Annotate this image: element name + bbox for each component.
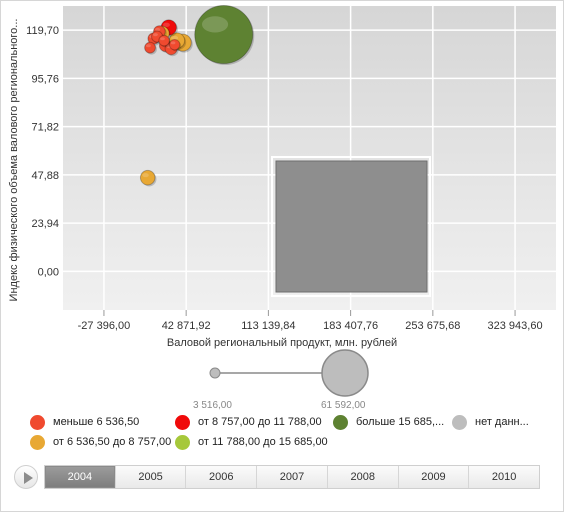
legend-swatch — [175, 434, 190, 450]
bubble-chart: 0,00 23,94 47,88 71,82 95,76 119,70 -27 396,0… — [8, 5, 556, 397]
timeline-year-2007[interactable]: 2007 — [257, 466, 328, 488]
y-tick-label: 0,00 — [38, 266, 59, 278]
size-legend-min — [209, 367, 221, 379]
y-axis-title: Индекс физического объема валового регио… — [8, 19, 20, 302]
legend-label: больше 15 685,... — [356, 416, 445, 428]
x-axis-title: Валовой региональный продукт, млн. рубле… — [167, 337, 397, 349]
x-tick-label: 42 871,92 — [162, 320, 211, 332]
bubble-point[interactable] — [139, 169, 156, 186]
legend-item-gt15685[interactable]: больше 15 685,... — [333, 414, 444, 430]
size-legend-max-label: 61 592,00 — [321, 400, 366, 411]
legend-item-lt6536[interactable]: меньше 6 536,50 — [30, 414, 139, 430]
size-legend-min-label: 3 516,00 — [193, 400, 232, 411]
legend-item-6536-8757[interactable]: от 6 536,50 до 8 757,00 — [30, 434, 171, 450]
timeline-year-2009[interactable]: 2009 — [399, 466, 470, 488]
bubble-highlight — [142, 173, 149, 178]
bubble-highlight — [170, 41, 176, 45]
bubble-point[interactable] — [194, 5, 254, 65]
legend-swatch — [30, 414, 45, 430]
legend-swatch — [333, 414, 348, 430]
y-tick-label: 119,70 — [26, 25, 59, 37]
legend-label: нет данн... — [475, 416, 529, 428]
play-button[interactable] — [14, 465, 38, 489]
x-tick-label: -27 396,00 — [78, 320, 131, 332]
legend-item-nodata[interactable]: нет данн... — [452, 414, 529, 430]
size-legend-max — [321, 349, 369, 397]
bubble-highlight — [145, 44, 151, 48]
bubble-point[interactable] — [144, 41, 156, 54]
x-tick-label: 323 943,60 — [488, 320, 543, 332]
timeline-year-2004[interactable]: 2004 — [45, 466, 116, 488]
bubble-highlight — [163, 22, 170, 27]
legend-item-8757-11788[interactable]: от 8 757,00 до 11 788,00 — [175, 414, 322, 430]
legend-label: меньше 6 536,50 — [53, 416, 140, 428]
bubbles — [139, 5, 255, 187]
y-axis: 0,00 23,94 47,88 71,82 95,76 119,70 — [26, 25, 59, 278]
legend-item-11788-15685[interactable]: от 11 788,00 до 15 685,00 — [175, 434, 328, 450]
bubble-highlight — [171, 35, 179, 41]
legend-label: от 6 536,50 до 8 757,00 — [53, 436, 172, 448]
timeline-year-2006[interactable]: 2006 — [186, 466, 258, 488]
bubble-highlight — [160, 37, 165, 41]
legend-swatch — [30, 434, 45, 450]
legend-label: от 11 788,00 до 15 685,00 — [198, 436, 328, 448]
bubble-point[interactable] — [168, 38, 181, 51]
y-tick-label: 47,88 — [31, 170, 59, 182]
size-legend — [209, 349, 369, 397]
x-tick-label: 113 139,84 — [241, 320, 295, 332]
legend-label: от 8 757,00 до 11 788,00 — [198, 416, 322, 428]
bubble-highlight — [155, 27, 161, 32]
timeline-years: 2004 2005 2006 2007 2008 2009 2010 — [44, 465, 540, 489]
timeline-year-2010[interactable]: 2010 — [491, 471, 517, 483]
legend-swatch — [175, 414, 190, 430]
x-axis: -27 396,00 42 871,92 113 139,84 183 407,76 2… — [78, 310, 543, 332]
x-tick-label: 183 407,76 — [323, 320, 378, 332]
x-tick-label: 253 675,68 — [405, 320, 460, 332]
bubble-highlight — [202, 16, 229, 33]
legend-swatch — [452, 414, 467, 430]
bubble-point[interactable] — [158, 34, 170, 47]
bubble-highlight — [152, 33, 158, 37]
timeline-year-2005[interactable]: 2005 — [116, 466, 187, 488]
y-tick-label: 95,76 — [31, 73, 59, 85]
y-tick-label: 71,82 — [31, 122, 59, 134]
play-icon — [24, 472, 33, 484]
timeline-year-2008[interactable]: 2008 — [328, 466, 399, 488]
y-tick-label: 23,94 — [31, 218, 59, 230]
zoom-selection-box[interactable] — [271, 156, 431, 297]
timeline-player: 2004 2005 2006 2007 2008 2009 2010 — [14, 465, 540, 489]
